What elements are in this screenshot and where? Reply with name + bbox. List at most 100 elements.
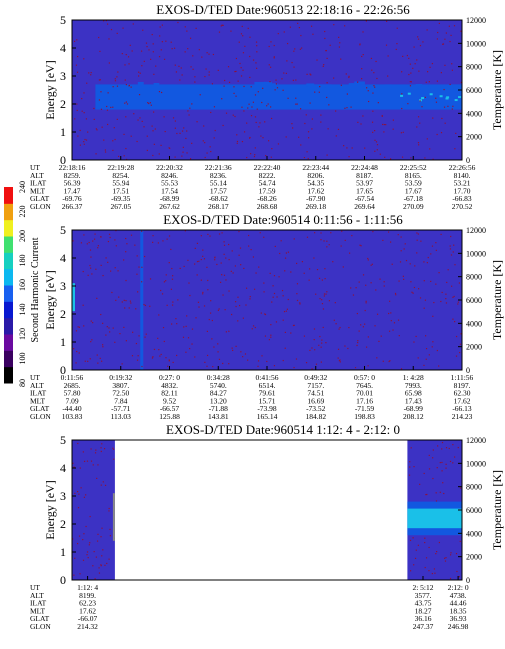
speckle	[228, 259, 230, 261]
speckle	[240, 75, 243, 77]
speckle	[177, 299, 179, 301]
table-cell: 214.23	[452, 412, 473, 421]
speckle	[92, 565, 94, 567]
table-cell: 214.32	[77, 622, 98, 631]
speckle	[394, 292, 397, 295]
speckle	[408, 73, 410, 76]
speckle	[262, 87, 264, 89]
speckle	[428, 354, 430, 356]
speckle	[450, 552, 452, 554]
speckle	[255, 62, 257, 64]
table-cell: 4738.	[450, 591, 467, 600]
speckle	[115, 245, 117, 247]
speckle	[438, 22, 440, 24]
speckle	[235, 345, 237, 347]
speckle	[176, 323, 178, 325]
speckle	[256, 51, 258, 53]
speckle	[354, 367, 357, 369]
speckle	[154, 128, 156, 130]
table-cell: 7645.	[356, 381, 373, 390]
speckle	[445, 467, 447, 469]
speckle	[74, 492, 76, 494]
speckle	[124, 307, 126, 309]
speckle	[357, 341, 359, 344]
speckle	[144, 336, 146, 338]
band-edge	[384, 87, 396, 91]
speckle	[198, 49, 200, 51]
speckle	[424, 537, 426, 539]
speckle	[110, 106, 112, 109]
speckle	[383, 131, 385, 133]
band-highlight	[454, 99, 458, 102]
speckle	[83, 112, 85, 114]
table-cell: 9.52	[163, 396, 176, 405]
speckle	[339, 361, 341, 363]
speckle	[382, 123, 384, 126]
vertical-stripe	[140, 230, 144, 370]
speckle	[223, 244, 226, 246]
speckle	[90, 341, 92, 343]
speckle	[194, 247, 196, 250]
speckle	[141, 266, 143, 268]
speckle	[388, 312, 390, 315]
speckle	[170, 288, 172, 290]
speckle	[214, 129, 216, 132]
table-cell: -67.54	[355, 194, 375, 203]
table-row-label: MLT	[30, 186, 46, 195]
speckle	[100, 536, 102, 538]
speckle	[417, 116, 420, 118]
speckle	[115, 230, 117, 232]
speckle	[244, 353, 247, 355]
speckle	[293, 50, 295, 52]
speckle	[218, 233, 221, 235]
speckle	[455, 132, 457, 134]
speckle	[311, 347, 313, 349]
speckle	[443, 106, 446, 108]
speckle	[295, 103, 297, 105]
speckle	[81, 97, 83, 100]
speckle	[83, 325, 85, 327]
speckle	[417, 233, 419, 235]
speckle	[112, 149, 114, 152]
speckle	[420, 240, 422, 242]
speckle	[296, 103, 298, 105]
speckle	[203, 258, 206, 260]
speckle	[404, 243, 406, 245]
speckle	[442, 43, 444, 45]
speckle	[401, 71, 403, 73]
speckle	[275, 83, 277, 85]
speckle	[183, 127, 185, 129]
speckle	[251, 328, 253, 330]
speckle	[451, 108, 453, 110]
speckle	[245, 304, 247, 306]
band-highlight	[400, 94, 404, 97]
speckle	[140, 50, 143, 52]
speckle	[148, 102, 150, 105]
speckle	[374, 139, 376, 141]
speckle	[105, 257, 107, 259]
y2-tick-label: 8000	[466, 273, 482, 282]
speckle	[236, 134, 238, 136]
speckle	[228, 363, 230, 365]
speckle	[114, 239, 116, 241]
band-edge	[415, 83, 423, 87]
speckle	[204, 75, 206, 78]
table-cell: -44.40	[62, 404, 82, 413]
speckle	[387, 75, 389, 77]
speckle	[128, 85, 130, 87]
speckle	[285, 310, 287, 312]
speckle	[83, 92, 85, 94]
speckle	[294, 48, 296, 50]
table-cell: 268.68	[257, 202, 278, 211]
speckle	[157, 337, 159, 339]
speckle	[76, 350, 78, 353]
speckle	[347, 347, 349, 350]
speckle	[232, 349, 234, 352]
energy-band	[95, 84, 463, 110]
table-row-label: GLON	[30, 202, 51, 211]
speckle	[396, 43, 398, 45]
speckle	[185, 325, 187, 327]
speckle	[101, 443, 103, 445]
